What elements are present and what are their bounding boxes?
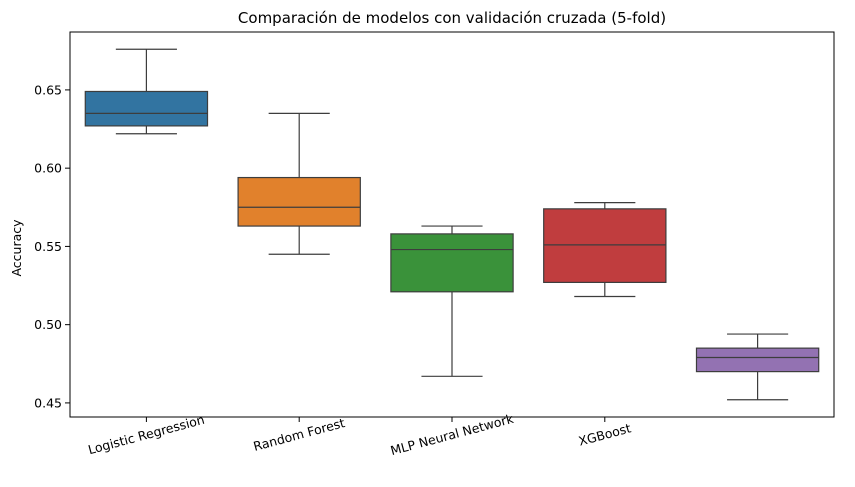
box-group (695, 333, 820, 401)
iqr-box (695, 347, 820, 373)
box-group (237, 112, 361, 255)
x-tick-label: XGBoost (577, 420, 633, 448)
box-group (543, 201, 667, 298)
box-group (390, 225, 514, 377)
plot-frame (69, 31, 835, 418)
y-tick-label: 0.50 (34, 317, 62, 332)
y-tick-label: 0.65 (34, 82, 62, 97)
chart-title: Comparación de modelos con validación cr… (238, 9, 666, 27)
iqr-box (237, 176, 361, 227)
y-tick-label: 0.55 (34, 239, 62, 254)
y-axis-ticks: 0.45 0.50 0.55 0.60 0.65 (34, 82, 70, 410)
box-series (84, 48, 820, 401)
x-axis-ticks: Logistic Regression Random Forest MLP Neur… (86, 411, 632, 458)
y-tick-label: 0.60 (34, 161, 62, 176)
iqr-box (543, 208, 667, 284)
iqr-box (84, 90, 209, 127)
box-group (84, 48, 209, 135)
y-axis-label: Accuracy (9, 219, 24, 277)
y-tick-label: 0.45 (34, 395, 62, 410)
iqr-box (390, 233, 514, 293)
